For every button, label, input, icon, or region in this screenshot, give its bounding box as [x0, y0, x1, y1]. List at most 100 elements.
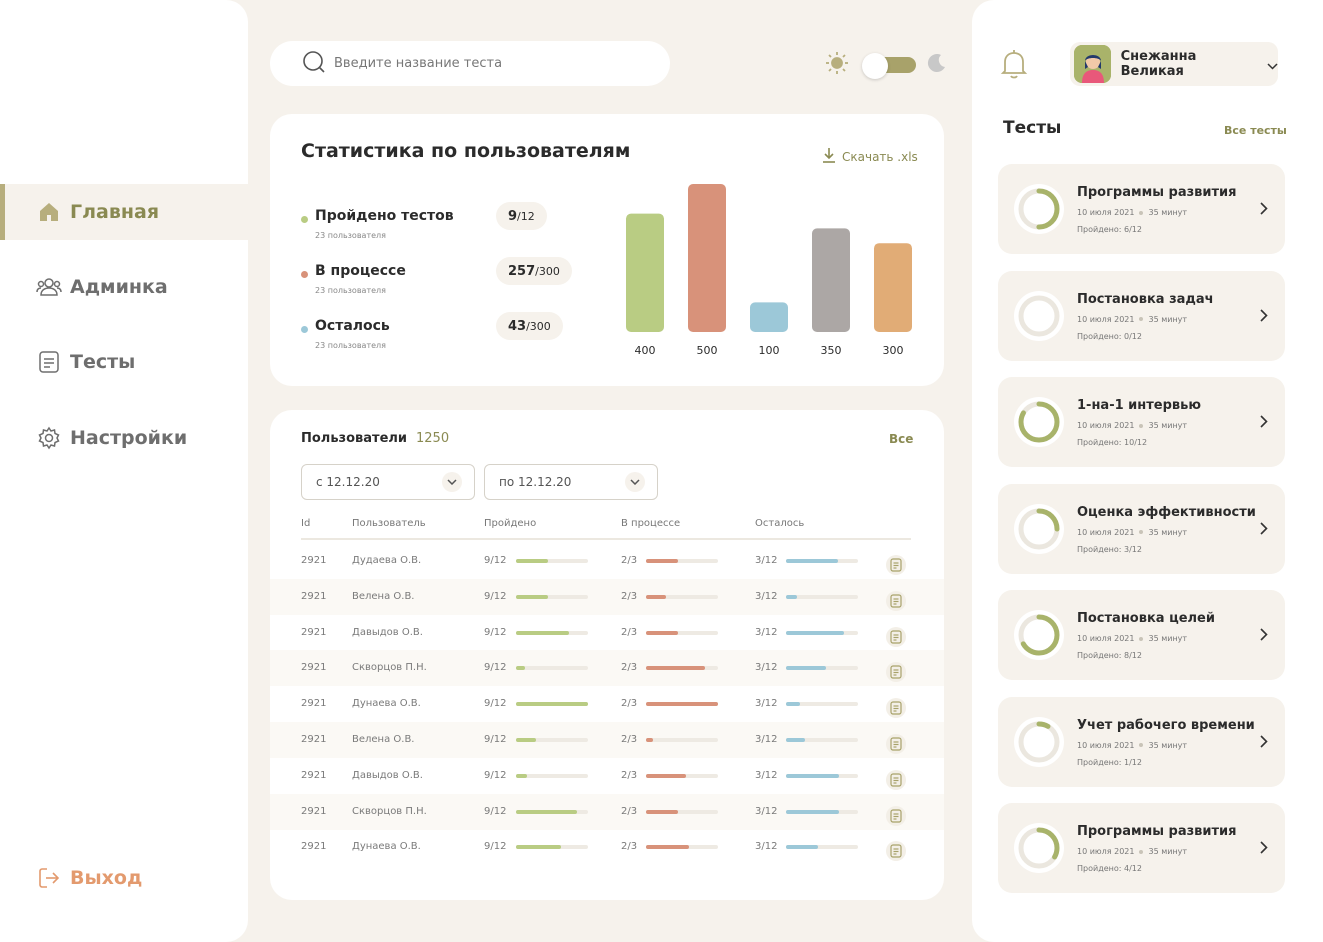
in-progress-bar-fill	[646, 738, 654, 742]
stat-label: Осталось	[315, 318, 390, 334]
meta-separator	[1139, 317, 1144, 321]
in-progress-bar	[646, 702, 718, 707]
bar-1	[688, 184, 726, 332]
passed-progress-bar	[516, 630, 588, 635]
test-date: 10 июля 2021	[1077, 527, 1135, 537]
table-row: 2921 Дудаева О.В. 9/12 2/3 3/12	[270, 543, 944, 579]
table-row: 2921 Давыдов О.В. 9/12 2/3 3/12	[270, 615, 944, 651]
remaining-progress-bar	[786, 809, 858, 814]
in-progress-bar	[646, 773, 718, 778]
test-card[interactable]: Постановка задач 10 июля 2021 35 минут Прой…	[998, 270, 1285, 361]
nav-item-home[interactable]: Главная	[0, 184, 248, 240]
sun-icon[interactable]	[824, 50, 850, 80]
document-icon[interactable]	[886, 841, 906, 862]
test-date: 10 июля 2021	[1077, 314, 1135, 324]
cell-user: Велена О.В.	[352, 734, 415, 745]
chevron-down-icon	[442, 472, 462, 492]
chevron-right-icon	[1260, 520, 1268, 539]
document-icon[interactable]	[886, 662, 906, 683]
test-date: 10 июля 2021	[1077, 421, 1135, 430]
test-passed: Пройдено: 1/12	[1077, 758, 1142, 767]
passed-progress-bar	[516, 738, 588, 742]
passed-progress-bar-fill	[516, 594, 549, 599]
right-panel: Снежанна Великая Тесты Все тесты Програм…	[972, 0, 1323, 942]
test-card[interactable]: Программы развития 10 июля 2021 35 минут Пр…	[998, 803, 1285, 893]
in-progress-bar	[646, 845, 718, 850]
test-duration: 35 минут	[1148, 421, 1188, 430]
logout-button[interactable]: Выход	[0, 850, 248, 906]
cell-passed: 9/12	[484, 626, 507, 638]
profile-menu[interactable]: Снежанна Великая	[1070, 42, 1278, 86]
test-card[interactable]: Программы развития 10 июля 2021 35 минут Пр…	[998, 164, 1285, 254]
column-header: Id	[301, 518, 311, 529]
cell-user: Давыдов О.В.	[352, 626, 423, 638]
remaining-progress-bar-fill	[786, 773, 840, 778]
test-title: Программы развития	[1077, 824, 1237, 839]
cell-remaining: 3/12	[755, 734, 778, 745]
test-passed-label: Пройдено:	[1077, 225, 1122, 234]
test-passed-value: 3/12	[1124, 544, 1142, 554]
date-to-select[interactable]: по 12.12.20	[484, 464, 658, 500]
bell-icon[interactable]	[1000, 48, 1028, 84]
meta-separator	[1139, 423, 1144, 428]
bar-2	[750, 302, 788, 332]
remaining-progress-bar-fill	[786, 559, 838, 563]
meta-separator	[1139, 530, 1144, 534]
in-progress-bar-fill	[646, 773, 687, 778]
search-icon	[302, 50, 326, 78]
test-duration: 35 минут	[1148, 314, 1188, 324]
test-passed-value: 10/12	[1124, 438, 1148, 447]
progress-ring	[1014, 184, 1064, 234]
document-icon[interactable]	[886, 626, 906, 647]
test-title: Постановка задач	[1077, 291, 1214, 307]
passed-progress-bar-fill	[516, 773, 527, 778]
date-from-select[interactable]: с 12.12.20	[301, 464, 475, 500]
cell-remaining: 3/12	[755, 698, 778, 710]
download-xls-link[interactable]: Скачать .xls	[822, 147, 918, 166]
cell-in-progress: 2/3	[621, 555, 638, 566]
test-duration: 35 минут	[1148, 527, 1188, 537]
document-icon[interactable]	[886, 590, 906, 611]
moon-icon[interactable]	[926, 52, 948, 78]
test-meta: 10 июля 2021 35 минут	[1077, 421, 1187, 430]
progress-ring	[1014, 610, 1064, 660]
stat-total: /300	[535, 264, 560, 278]
cell-id: 2921	[301, 769, 327, 781]
progress-ring	[1014, 823, 1064, 873]
passed-progress-bar-fill	[516, 845, 561, 850]
tests-all-link[interactable]: Все тесты	[1224, 124, 1287, 137]
test-duration: 35 минут	[1148, 847, 1188, 856]
test-card[interactable]: Постановка целей 10 июля 2021 35 минут Прой…	[998, 590, 1285, 680]
document-icon[interactable]	[886, 734, 906, 754]
nav-item-tests[interactable]: Тесты	[0, 334, 248, 390]
users-all-link[interactable]: Все	[889, 432, 914, 446]
test-title: Оценка эффективности	[1077, 504, 1256, 520]
cell-passed: 9/12	[484, 841, 507, 853]
nav-item-settings[interactable]: Настройки	[0, 410, 248, 466]
document-icon[interactable]	[886, 769, 906, 790]
document-icon[interactable]	[886, 555, 906, 575]
users-icon	[36, 274, 62, 300]
cell-id: 2921	[301, 590, 327, 602]
document-icon[interactable]	[886, 698, 906, 719]
chevron-right-icon	[1260, 839, 1268, 858]
search-bar[interactable]	[270, 41, 670, 86]
users-count: 1250	[416, 431, 450, 446]
theme-toggle[interactable]	[862, 53, 916, 79]
table-row: 2921 Велена О.В. 9/12 2/3 3/12	[270, 578, 944, 615]
meta-separator	[1139, 636, 1144, 641]
stat-sub: 23 пользователя	[315, 231, 386, 240]
test-passed-value: 4/12	[1124, 864, 1142, 873]
test-title: 1-на-1 интервью	[1077, 398, 1201, 413]
document-icon[interactable]	[886, 805, 906, 826]
tests-title: Тесты	[1003, 118, 1062, 138]
nav-item-admin[interactable]: Админка	[0, 259, 248, 315]
test-card[interactable]: 1-на-1 интервью 10 июля 2021 35 минут Пройд…	[998, 377, 1285, 467]
download-label: Скачать .xls	[842, 149, 918, 164]
remaining-progress-bar	[786, 630, 858, 635]
test-card[interactable]: Учет рабочего времени 10 июля 2021 35 мину…	[998, 696, 1285, 787]
cell-remaining: 3/12	[755, 841, 778, 853]
table-row: 2921 Скворцов П.Н. 9/12 2/3 3/12	[270, 793, 944, 830]
test-card[interactable]: Оценка эффективности 10 июля 2021 35 минут…	[998, 483, 1285, 574]
search-input[interactable]	[334, 56, 634, 71]
